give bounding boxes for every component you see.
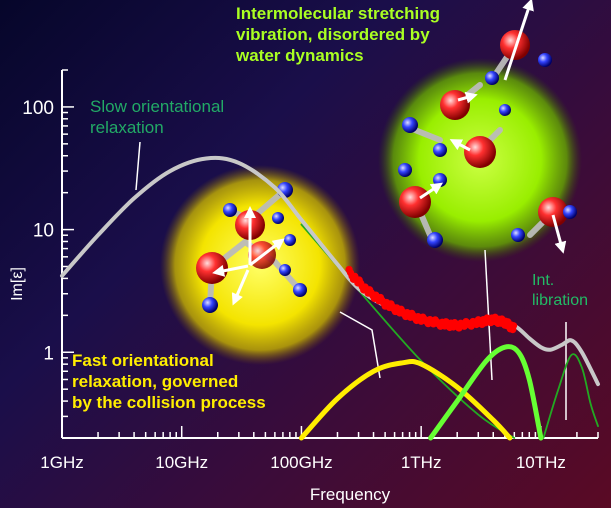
series-fast-orientational-relaxation bbox=[298, 359, 513, 441]
data-point bbox=[509, 322, 518, 330]
motion-arrows-green bbox=[419, 0, 567, 254]
series-measured-data bbox=[345, 265, 518, 334]
x-tick-label: 100GHz bbox=[270, 453, 332, 472]
annotation-stretch-line: Intermolecular stretching bbox=[236, 4, 440, 23]
annotation-fast-line: relaxation, governed bbox=[72, 372, 238, 391]
motion-arrows-yellow bbox=[212, 206, 285, 306]
y-axis-label: Im[ε] bbox=[9, 267, 26, 301]
annotation-slow-line: Slow orientational bbox=[90, 97, 224, 116]
y-tick-label: 1 bbox=[43, 343, 54, 364]
annotation-libration-line: libration bbox=[532, 292, 588, 309]
annotation-libration-line: Int. bbox=[532, 272, 554, 289]
annotation-fast-line: by the collision process bbox=[72, 393, 266, 412]
annotation-stretch-line: vibration, disordered by bbox=[236, 25, 430, 44]
series-intermolecular-stretching-vibration bbox=[428, 344, 544, 441]
x-axis-label: Frequency bbox=[310, 485, 391, 504]
y-tick-label: 100 bbox=[22, 98, 54, 119]
x-tick-label: 1THz bbox=[401, 453, 442, 472]
x-tick-label: 1GHz bbox=[40, 453, 83, 472]
y-tick-label: 10 bbox=[33, 221, 54, 242]
annotation-stretch-line: water dynamics bbox=[235, 46, 364, 65]
x-tick-label: 10THz bbox=[516, 453, 566, 472]
plot-area: 1GHz 10GHz 100GHz 1THz 10THz 1 10 100 Frequency I… bbox=[9, 4, 600, 504]
series-intermolecular-libration bbox=[542, 353, 599, 439]
water-atoms-green bbox=[398, 30, 577, 248]
x-tick-label: 10GHz bbox=[155, 453, 208, 472]
annotation-fast-line: Fast orientational bbox=[72, 351, 214, 370]
annotation-slow-line: relaxation bbox=[90, 118, 164, 137]
